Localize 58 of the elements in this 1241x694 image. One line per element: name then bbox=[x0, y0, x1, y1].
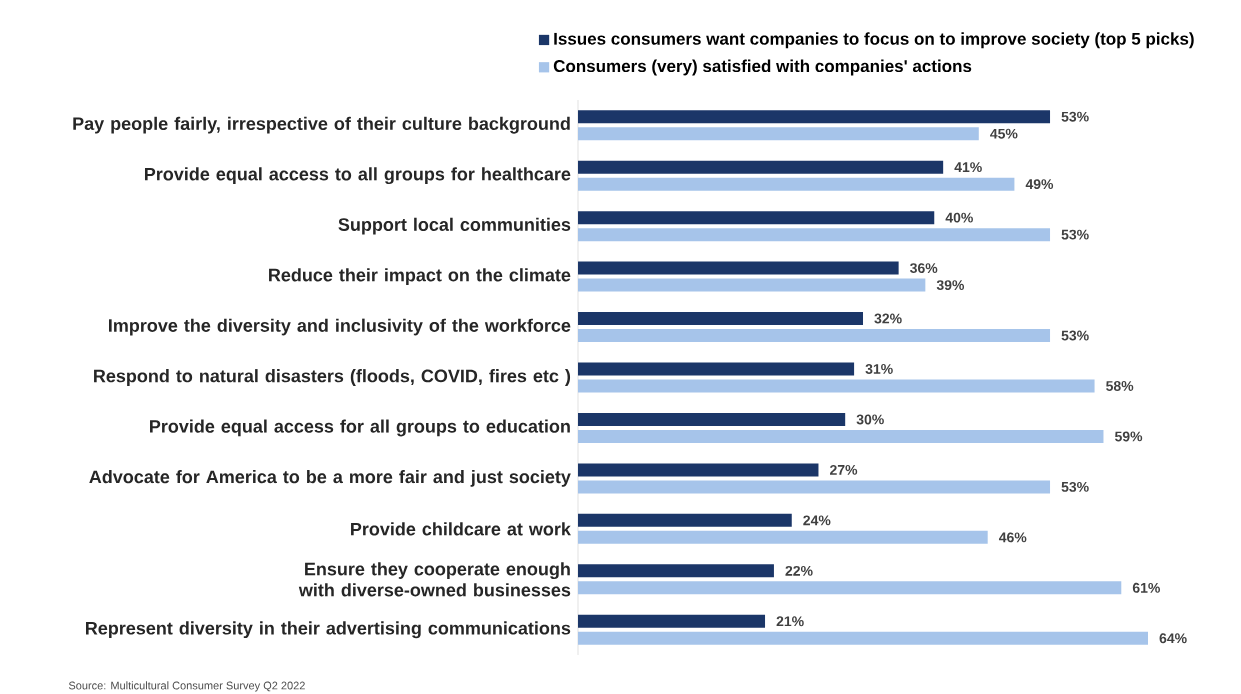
data-label: 53% bbox=[1061, 481, 1089, 492]
y-tick-label: Provide equal access to all groups for healthcare bbox=[144, 167, 571, 185]
data-label: 31% bbox=[865, 364, 893, 374]
data-label: 59% bbox=[1114, 431, 1143, 442]
y-tick-label: Pay people fairly, irrespective of their culture background bbox=[73, 116, 570, 134]
bar bbox=[578, 110, 1051, 124]
y-tick-label: Provide equal access for all groups to education bbox=[150, 419, 570, 437]
bar bbox=[578, 312, 863, 326]
bar bbox=[578, 329, 1051, 343]
y-tick-label: Represent diversity in their advertising communications bbox=[86, 621, 571, 639]
data-label: 58% bbox=[1106, 381, 1134, 391]
source-note: Source: Multicultural Consumer Survey Q2 2022 bbox=[68, 681, 305, 692]
y-tick-label: Provide childcare at work bbox=[351, 522, 571, 536]
bar bbox=[578, 362, 855, 376]
bar bbox=[578, 513, 792, 527]
bar bbox=[578, 278, 926, 292]
bar bbox=[578, 631, 1148, 645]
data-label: 39% bbox=[936, 280, 965, 291]
data-label: 21% bbox=[776, 616, 804, 627]
legend-label: Issues consumers want companies to focus on to improve society (top 5 picks) bbox=[554, 32, 1194, 49]
data-label: 64% bbox=[1159, 633, 1187, 644]
bar bbox=[578, 581, 1122, 595]
data-label: 53% bbox=[1061, 111, 1089, 122]
data-label: 40% bbox=[945, 212, 973, 223]
y-tick-label: Advocate for America to be a more fair and just society bbox=[89, 470, 571, 487]
y-tick-label: Improve the diversity and inclusivity of the workforce bbox=[109, 318, 571, 336]
legend-label: Consumers (very) satisfied with companies' actions bbox=[553, 59, 972, 76]
y-tick-label: Support local communities bbox=[338, 217, 571, 235]
data-label: 32% bbox=[874, 313, 902, 324]
data-label: 61% bbox=[1132, 582, 1160, 593]
bar bbox=[578, 463, 819, 477]
bar bbox=[578, 379, 1095, 393]
data-label: 24% bbox=[803, 515, 831, 526]
bar bbox=[578, 177, 1015, 191]
y-tick-label: Reduce their impact on the climate bbox=[269, 268, 571, 285]
data-label: 53% bbox=[1061, 229, 1089, 240]
data-label: 41% bbox=[954, 162, 982, 173]
bar bbox=[578, 564, 774, 578]
data-label: 30% bbox=[856, 414, 884, 425]
bar bbox=[578, 160, 944, 174]
bar bbox=[578, 614, 766, 628]
y-tick-label: Ensure they cooperate enough with diverse-owned businesses bbox=[298, 562, 571, 597]
bar bbox=[578, 429, 1104, 443]
data-label: 46% bbox=[998, 532, 1027, 543]
data-label: 45% bbox=[990, 128, 1018, 139]
data-label: 22% bbox=[785, 565, 813, 576]
data-label: 49% bbox=[1025, 179, 1054, 190]
bar bbox=[578, 530, 988, 544]
bar bbox=[578, 412, 846, 426]
bar bbox=[578, 480, 1051, 494]
data-label: 27% bbox=[830, 464, 858, 475]
bar bbox=[578, 211, 935, 225]
data-label: 36% bbox=[910, 263, 938, 274]
bar bbox=[578, 228, 1051, 242]
y-tick-label: Respond to natural disasters (floods, COVID, fires etc ) bbox=[94, 369, 571, 386]
bar bbox=[578, 127, 979, 141]
data-label: 53% bbox=[1061, 330, 1089, 341]
bar bbox=[578, 261, 899, 275]
